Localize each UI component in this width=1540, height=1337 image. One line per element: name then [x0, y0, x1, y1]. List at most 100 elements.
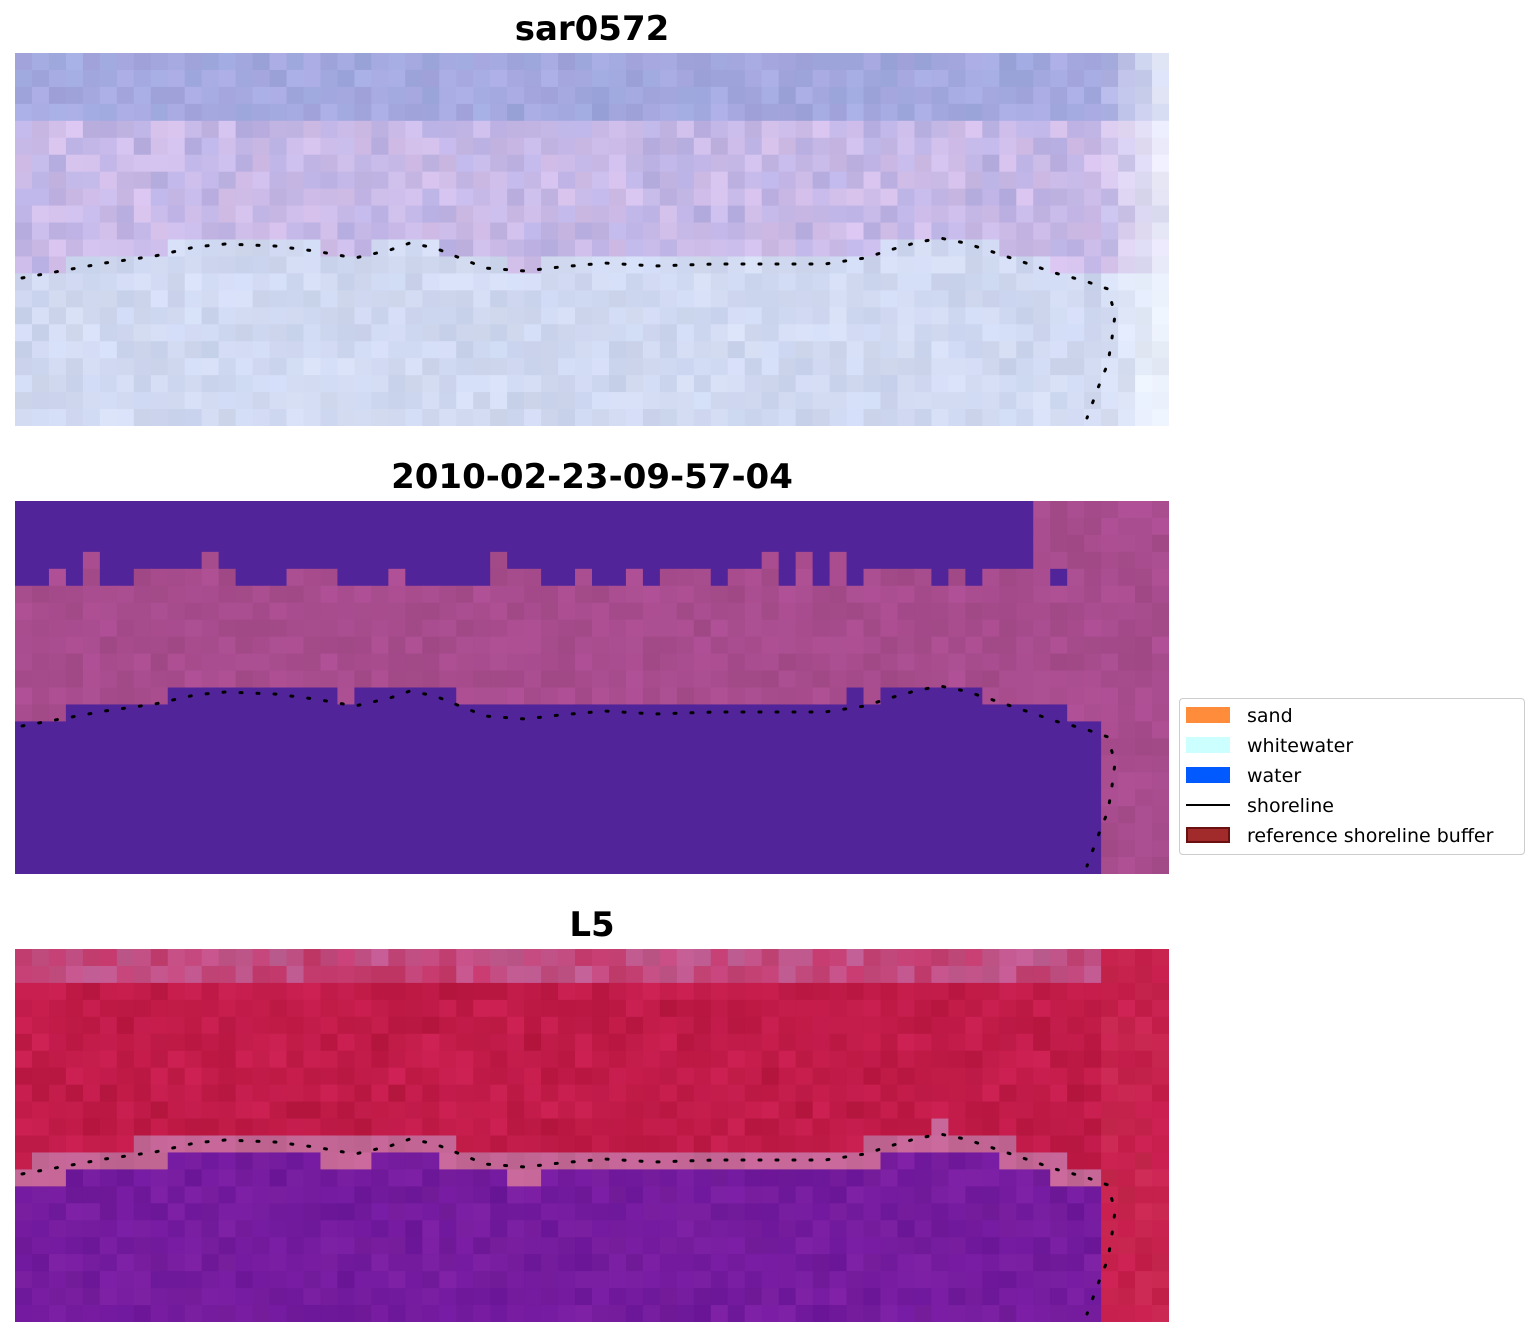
index-pixel [65, 965, 84, 984]
sar-pixel [880, 154, 899, 173]
sar-pixel [269, 290, 288, 308]
classified-pixel [727, 823, 746, 841]
index-pixel [965, 949, 983, 967]
index-pixel [914, 1135, 933, 1154]
index-pixel [490, 1186, 508, 1204]
index-pixel [422, 1254, 440, 1272]
index-pixel [1135, 1288, 1153, 1306]
classified-pixel [422, 840, 440, 858]
classified-pixel [744, 534, 763, 553]
sar-pixel [558, 188, 576, 207]
sar-pixel [863, 324, 882, 342]
classified-pixel [150, 823, 169, 841]
index-pixel [575, 1237, 593, 1255]
classified-pixel [710, 857, 729, 874]
classified-pixel [795, 687, 814, 706]
index-pixel [795, 999, 814, 1018]
sar-pixel [710, 307, 729, 325]
classified-pixel [1152, 653, 1169, 672]
sar-pixel [184, 392, 203, 410]
classified-pixel [133, 501, 152, 519]
sar-pixel [897, 154, 916, 173]
sar-pixel [354, 409, 372, 426]
index-pixel [914, 1084, 933, 1103]
index-pixel [693, 1203, 712, 1221]
classified-pixel [642, 602, 661, 621]
legend-label-whitewater: whitewater [1247, 735, 1354, 757]
index-pixel [269, 1220, 288, 1238]
sar-pixel [897, 188, 916, 207]
sar-pixel [99, 290, 118, 308]
index-pixel [608, 1152, 627, 1171]
sar-pixel [320, 392, 339, 410]
sar-pixel [1152, 256, 1169, 275]
index-pixel [676, 1237, 695, 1255]
sar-pixel [184, 205, 203, 224]
classified-pixel [676, 619, 695, 638]
sar-pixel [914, 103, 933, 122]
classified-pixel [1101, 755, 1119, 773]
sar-pixel [710, 324, 729, 342]
sar-pixel [82, 239, 101, 258]
sar-pixel [1101, 205, 1119, 224]
index-pixel [999, 1186, 1017, 1204]
index-pixel [354, 1220, 372, 1238]
classified-pixel [184, 501, 203, 519]
classified-pixel [337, 857, 356, 874]
classified-pixel [642, 636, 661, 655]
classified-pixel [846, 738, 865, 756]
classified-pixel [727, 585, 746, 604]
sar-pixel [456, 392, 474, 410]
index-pixel [1016, 1186, 1034, 1204]
index-pixel [99, 1203, 118, 1221]
classified-pixel [676, 738, 695, 756]
sar-pixel [1101, 341, 1119, 359]
sar-pixel [252, 324, 271, 342]
classified-pixel [235, 501, 254, 519]
sar-pixel [235, 392, 254, 410]
sar-pixel [354, 273, 372, 291]
index-pixel [710, 1152, 729, 1171]
sar-pixel [150, 171, 169, 190]
classified-pixel [558, 653, 576, 672]
index-pixel [286, 1237, 305, 1255]
legend-label-water: water [1247, 765, 1302, 787]
sar-pixel [846, 154, 865, 173]
sar-pixel [965, 103, 983, 122]
classified-pixel [710, 704, 729, 723]
sar-pixel [931, 358, 949, 376]
classified-pixel [439, 687, 457, 706]
sar-pixel [608, 205, 627, 224]
sar-pixel [999, 392, 1017, 410]
classified-pixel [761, 501, 780, 519]
index-pixel [744, 1271, 763, 1289]
index-pixel [252, 1203, 271, 1221]
classified-pixel [693, 585, 712, 604]
classified-pixel [1101, 619, 1119, 638]
index-pixel [558, 1152, 576, 1171]
sar-pixel [218, 392, 237, 410]
classified-pixel [897, 517, 916, 536]
classified-pixel [659, 789, 678, 807]
index-pixel [1016, 982, 1034, 1001]
index-pixel [116, 999, 135, 1018]
classified-pixel [48, 840, 67, 858]
index-pixel [337, 1050, 356, 1069]
index-pixel [558, 1135, 576, 1154]
index-pixel [48, 1067, 67, 1086]
index-pixel [575, 999, 593, 1018]
classified-pixel [99, 687, 118, 706]
classified-pixel [761, 585, 780, 604]
classified-pixel [201, 823, 220, 841]
sar-pixel [914, 392, 933, 410]
classified-pixel [167, 806, 186, 824]
index-pixel [558, 982, 576, 1001]
classified-pixel [710, 670, 729, 689]
sar-pixel [167, 103, 186, 122]
sar-pixel [133, 375, 152, 393]
index-pixel [710, 982, 729, 1001]
index-pixel [1101, 1288, 1119, 1306]
index-pixel [337, 1152, 356, 1171]
index-pixel [99, 999, 118, 1018]
legend: sand whitewater water shoreline referenc… [1179, 698, 1525, 855]
